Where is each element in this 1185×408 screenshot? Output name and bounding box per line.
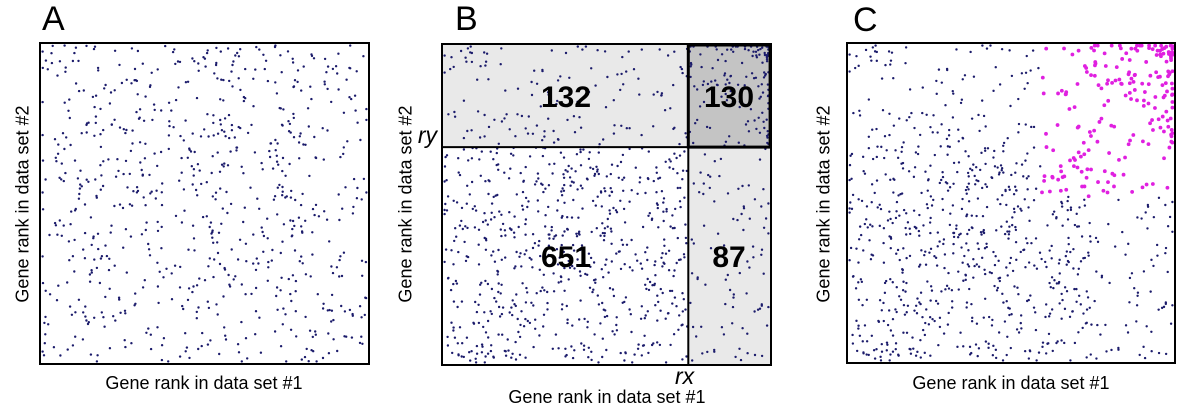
panel-b-xlabel: Gene rank in data set #1	[508, 387, 706, 407]
scatter-plot-c	[848, 44, 1174, 362]
region-count-label: 651	[541, 241, 591, 274]
region-count-label: 130	[704, 81, 754, 114]
scatter-plot-a	[41, 44, 368, 363]
panel-a-xlabel: Gene rank in data set #1	[105, 373, 303, 393]
panel-b-letter: B	[455, 0, 478, 38]
scatter-plot-b: 132 130 651 87	[443, 45, 770, 364]
panel-b-plot: 132 130 651 87	[441, 43, 772, 366]
panel-c-letter: C	[853, 1, 878, 39]
panel-c-xlabel: Gene rank in data set #1	[912, 373, 1110, 393]
panel-a-plot	[39, 42, 370, 365]
panel-a-ylabel: Gene rank in data set #2	[12, 105, 33, 303]
top-right-cell-border	[686, 45, 770, 149]
panel-a-letter: A	[42, 0, 65, 38]
rx-threshold-label: rx	[675, 363, 695, 389]
panel-c-plot	[846, 42, 1176, 364]
region-count-label: 87	[712, 241, 745, 274]
ry-threshold-label: ry	[417, 122, 437, 148]
region-bottom-right	[688, 147, 770, 364]
region-count-label: 132	[541, 81, 591, 114]
panel-c-ylabel: Gene rank in data set #2	[813, 105, 834, 303]
